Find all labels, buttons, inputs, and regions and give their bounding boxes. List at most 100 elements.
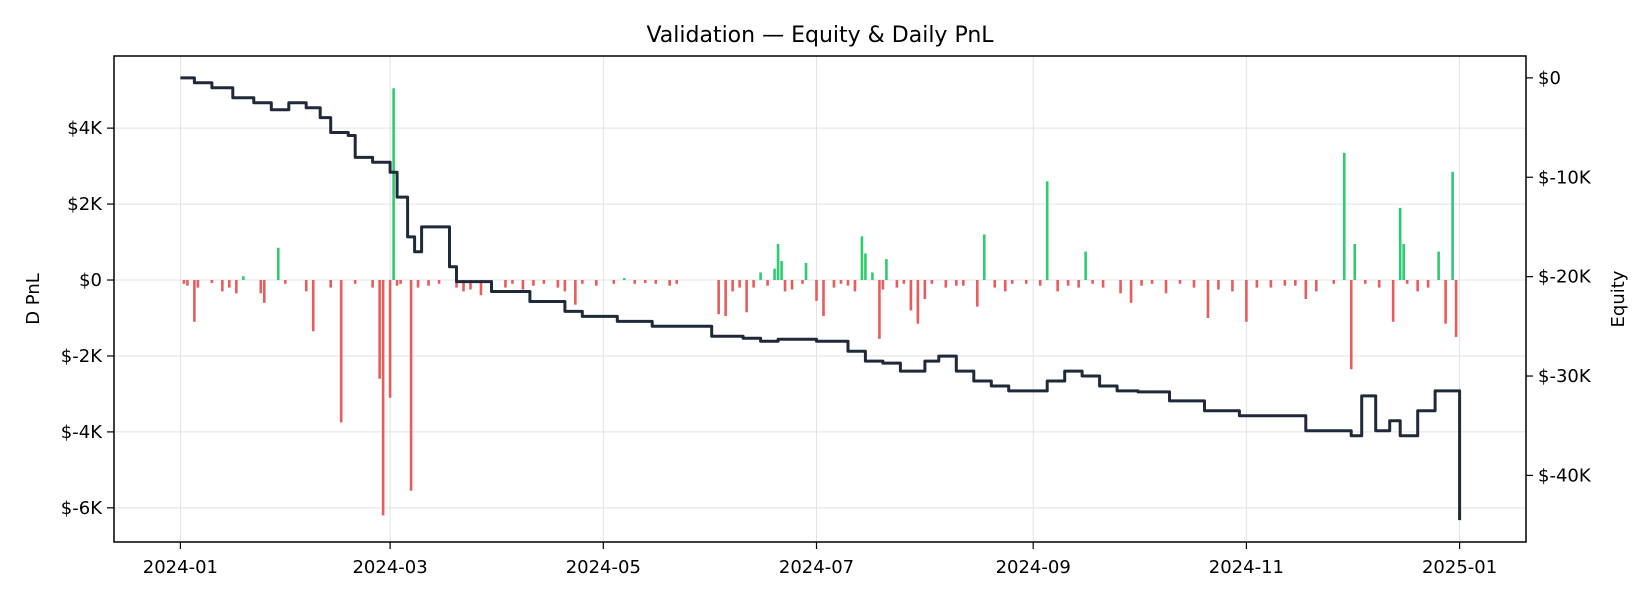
pnl-bar [276,247,280,281]
pnl-bar [1294,280,1297,286]
pnl-bar [416,280,420,288]
pnl-bar [612,280,616,284]
pnl-bar [574,280,577,305]
pnl-bar [1416,280,1419,292]
pnl-bar [860,236,864,281]
pnl-bar [1353,243,1357,281]
pnl-bar [881,280,885,290]
pnl-bar [1101,280,1105,288]
pnl-bar [521,280,525,290]
line-layer [180,76,1462,521]
pnl-bar [1451,171,1454,281]
chart-title: Validation — Equity & Daily PnL [646,23,994,48]
pnl-bar [944,280,948,288]
pnl-bar [1217,280,1220,290]
pnl-bar [353,280,357,284]
ylabel-right: Equity [1608,270,1629,327]
pnl-bar [262,280,266,303]
pnl-bar [916,280,920,324]
pnl-bar [923,280,927,299]
pnl-bar [378,280,381,379]
grid-layer [114,56,1526,542]
pnl-bar [242,276,245,281]
pnl-bar [1255,280,1259,288]
pnl-bar [822,280,825,317]
pnl-bar [1402,243,1405,281]
pnl-bar [773,268,776,281]
pnl-bar [1056,280,1059,292]
pnl-bar [1405,280,1409,284]
pnl-bar [622,278,626,281]
pnl-bar [668,280,672,286]
pnl-bar [455,280,458,288]
pnl-bar [1024,280,1028,284]
pnl-bar [717,280,720,315]
pnl-bar [895,280,899,288]
pnl-bar [556,280,560,288]
y-left-tick-label: $-6K [61,498,103,519]
pnl-bar [479,280,483,296]
pnl-bar [1091,280,1094,284]
pnl-bar [1077,280,1080,288]
y-left-tick-label: $-2K [61,346,103,367]
pnl-bar [1038,280,1042,286]
pnl-bar [1245,280,1248,322]
pnl-bar [738,280,741,288]
pnl-bar [1304,280,1308,299]
pnl-bar [675,280,679,284]
pnl-bar [339,280,343,423]
pnl-bar [1349,280,1353,370]
pnl-bar [975,280,979,307]
pnl-bar [766,280,769,286]
y-right-tick-label: $-10K [1538,167,1592,188]
pnl-bar [1178,280,1182,284]
pnl-bar [846,280,850,286]
pnl-bar [283,280,287,284]
pnl-bar [399,280,402,284]
pnl-bar [790,280,794,290]
pnl-bar [221,280,224,292]
pnl-bar [563,280,567,292]
pnl-bar [1045,181,1049,281]
pnl-bar [196,280,200,288]
pnl-bar [752,280,755,288]
y-right-tick-label: $0 [1538,68,1561,89]
pnl-bar [1363,280,1367,284]
pnl-bar [1192,280,1196,288]
pnl-bar [902,280,906,284]
pnl-bar [643,280,647,284]
axes-layer: 2024-01 2024-03 2024-05 2024-07 2024-09 2024-… [61,68,1592,578]
y-right-tick-label: $-20K [1538,267,1592,288]
pnl-bar [776,243,780,281]
pnl-bar [1150,280,1154,284]
x-tick-label: 2024-05 [566,557,641,578]
pnl-bar [427,280,430,286]
pnl-bar [469,280,472,290]
pnl-bar [1140,280,1143,286]
pnl-bar [1426,280,1430,288]
pnl-bar [1003,280,1007,292]
equity-line [180,76,1462,521]
pnl-bar [409,280,413,491]
pnl-bar [1164,280,1168,294]
pnl-bar [511,280,514,284]
pnl-bar [633,280,637,284]
pnl-bar [186,280,189,286]
pnl-bar [311,280,315,332]
pnl-bar [371,280,374,288]
pnl-bar [392,88,395,281]
pnl-bar [839,280,843,284]
pnl-bar [532,280,535,286]
pnl-bar [982,234,986,281]
pnl-bar [930,280,934,284]
x-tick-label: 2024-11 [1209,557,1284,578]
pnl-bar [542,280,546,284]
pnl-bar [395,280,399,286]
pnl-bar [804,262,808,281]
pnl-bar [724,280,727,317]
pnl-bar [878,280,881,339]
ylabel-left: D PnL [23,273,44,325]
pnl-bar [182,280,186,284]
pnl-bar [1231,280,1234,292]
